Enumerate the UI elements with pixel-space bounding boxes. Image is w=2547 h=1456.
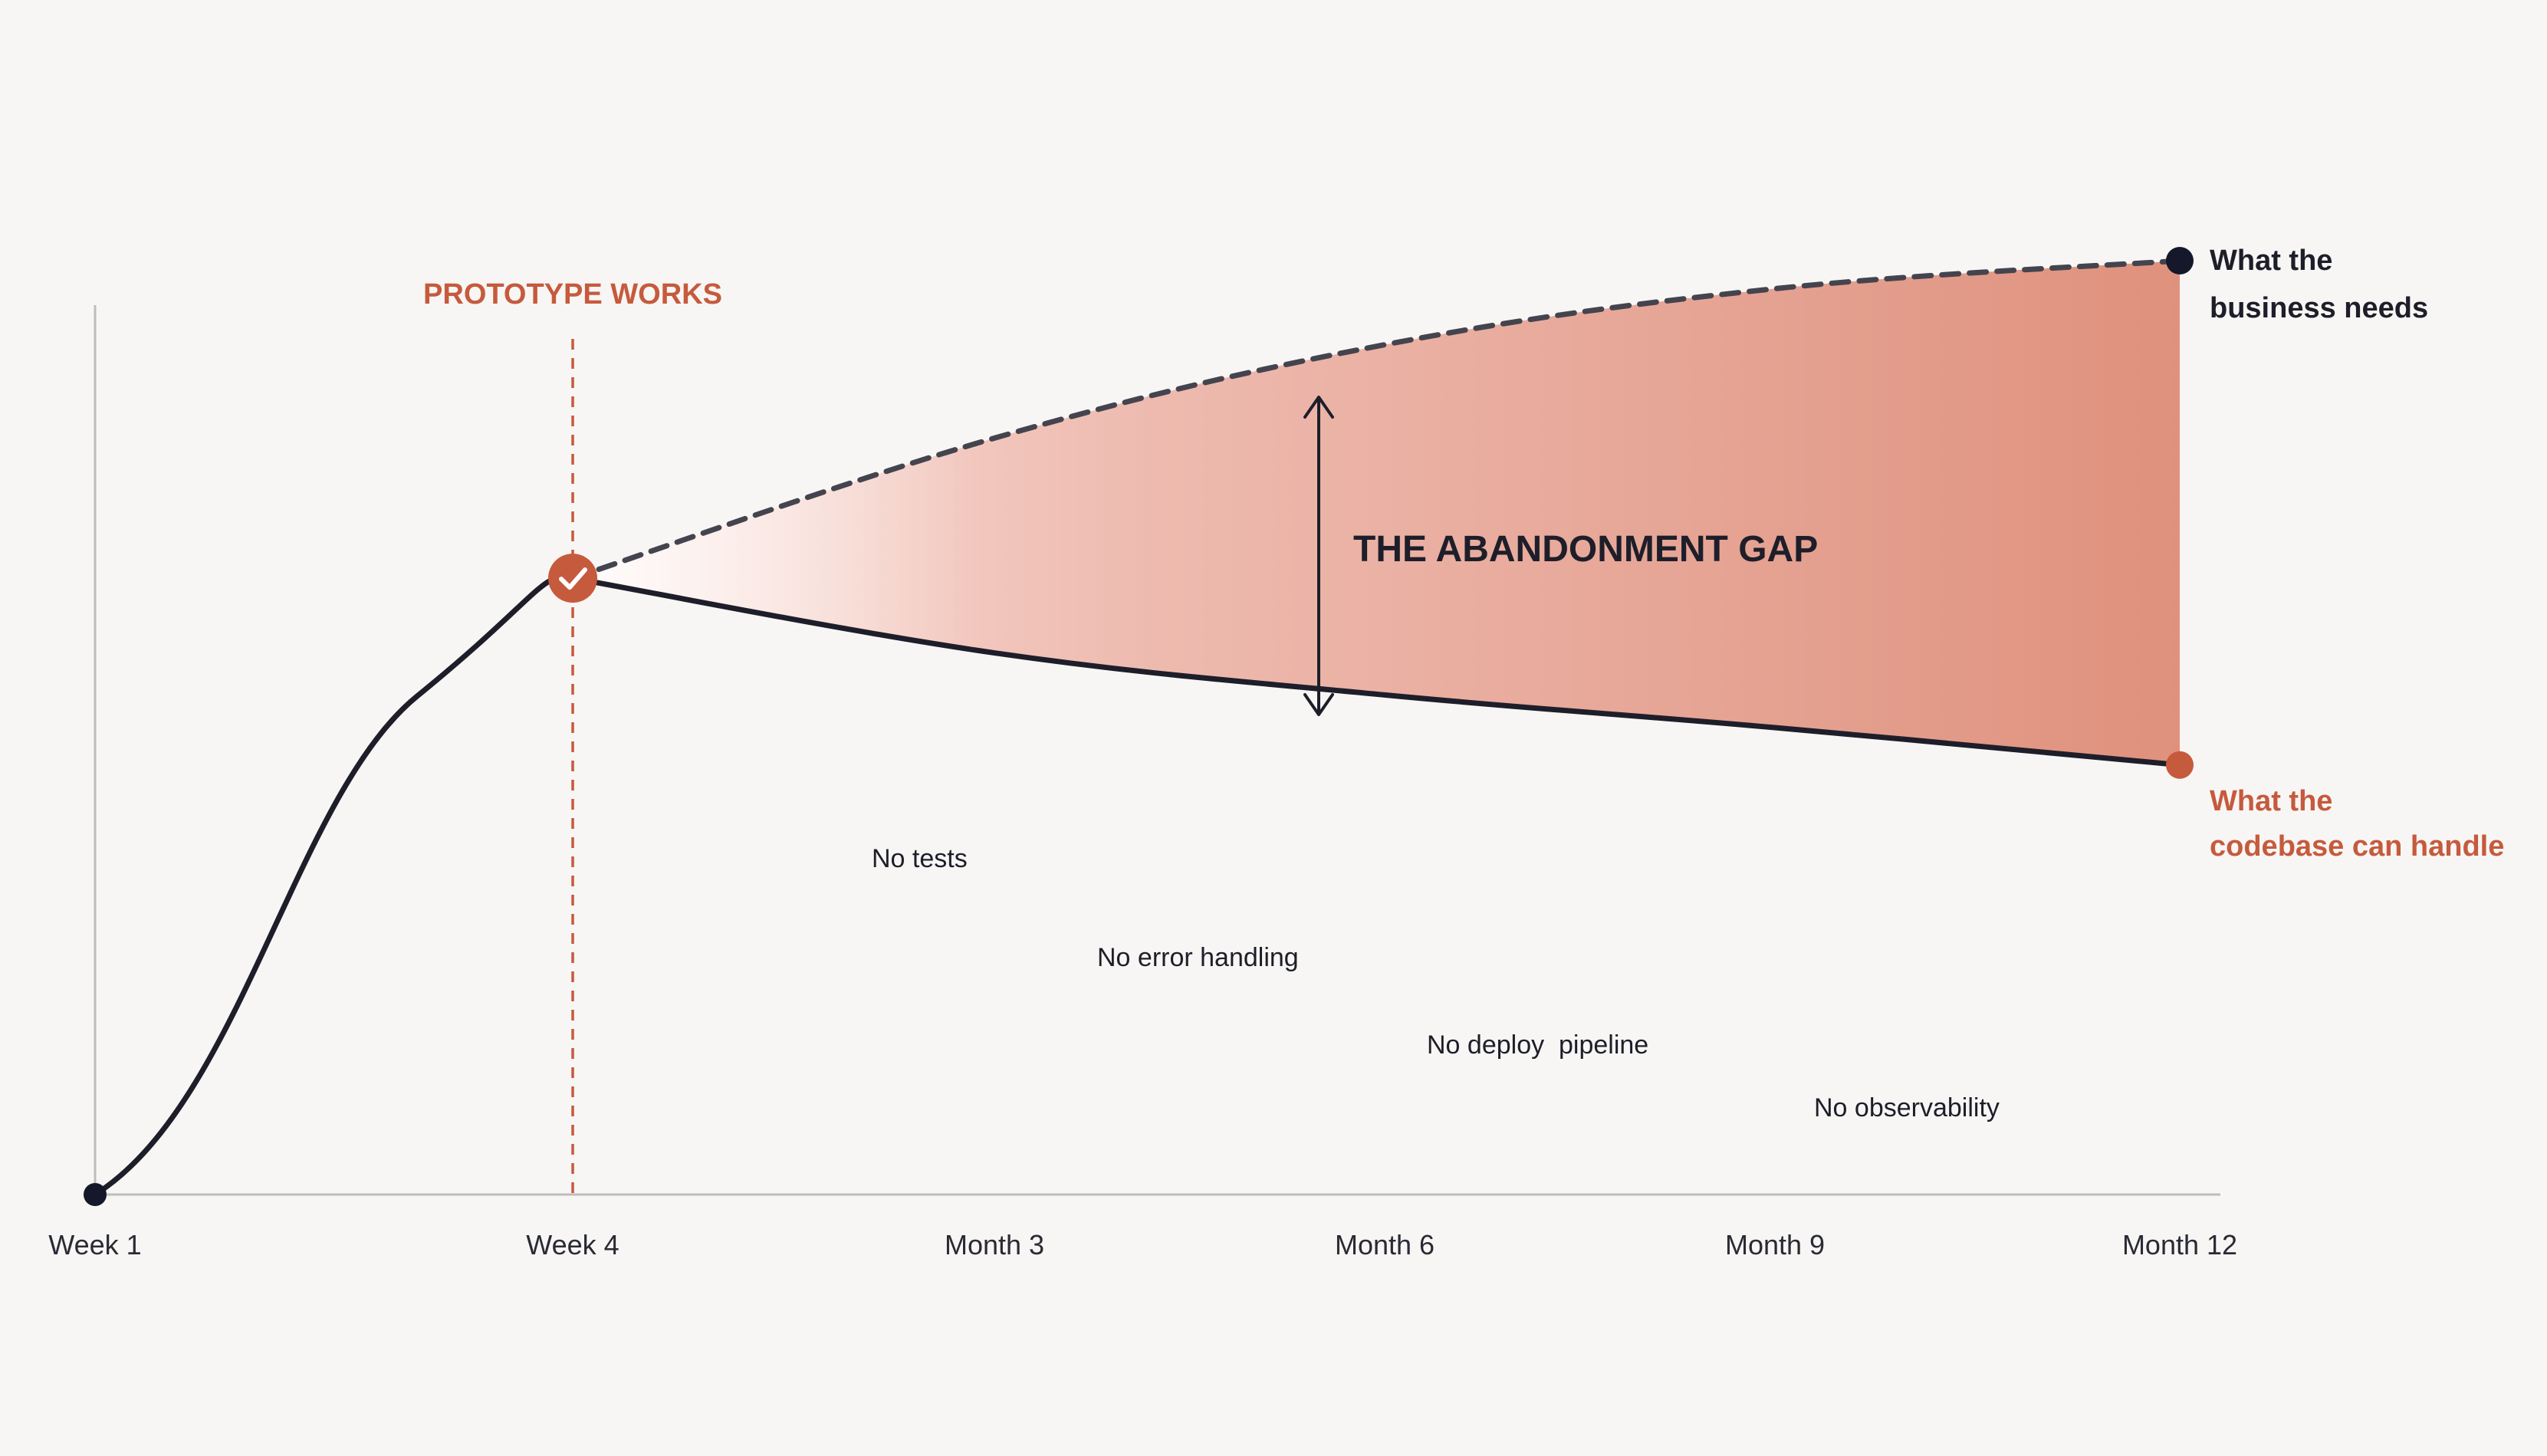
x-tick-label-0: Week 1 [48,1229,141,1260]
annotation-no-error-handling: No error handling [1097,943,1299,972]
x-tick-label-2: Month 3 [945,1229,1044,1260]
series-codebase-label-line1: What the [2210,785,2332,817]
checkmark-icon [559,567,587,590]
series-codebase-label-line2: codebase can handle [2210,830,2504,863]
x-tick-label-4: Month 9 [1725,1229,1825,1260]
x-tick-label-3: Month 6 [1335,1229,1435,1260]
series-business-needs-line [570,258,2183,581]
prototype-point [548,554,597,603]
series-business-needs-endpoint [2166,247,2194,274]
series-codebase-line [92,574,2183,1198]
x-tick-label-5: Month 12 [2122,1229,2237,1260]
double-arrow-icon [1303,396,1334,716]
annotation-no-deploy-pipeline: No deploy pipeline [1427,1030,1648,1060]
gap-label: THE ABANDONMENT GAP [1353,529,1818,570]
x-tick-label-1: Week 4 [526,1229,619,1260]
abandonment-gap-fade [573,261,2180,765]
series-business-needs-label-line1: What the [2210,245,2332,277]
prototype-label: PROTOTYPE WORKS [423,278,722,311]
start-point [84,1183,107,1206]
annotation-no-tests: No tests [872,844,968,873]
x-axis-ticks: Week 1 Week 4 Month 3 Month 6 Month 9 Month 1… [48,1229,2237,1260]
series-codebase-endpoint [2166,751,2194,779]
annotation-no-observability: No observability [1814,1093,2000,1122]
series-business-needs-label-line2: business needs [2210,292,2428,324]
